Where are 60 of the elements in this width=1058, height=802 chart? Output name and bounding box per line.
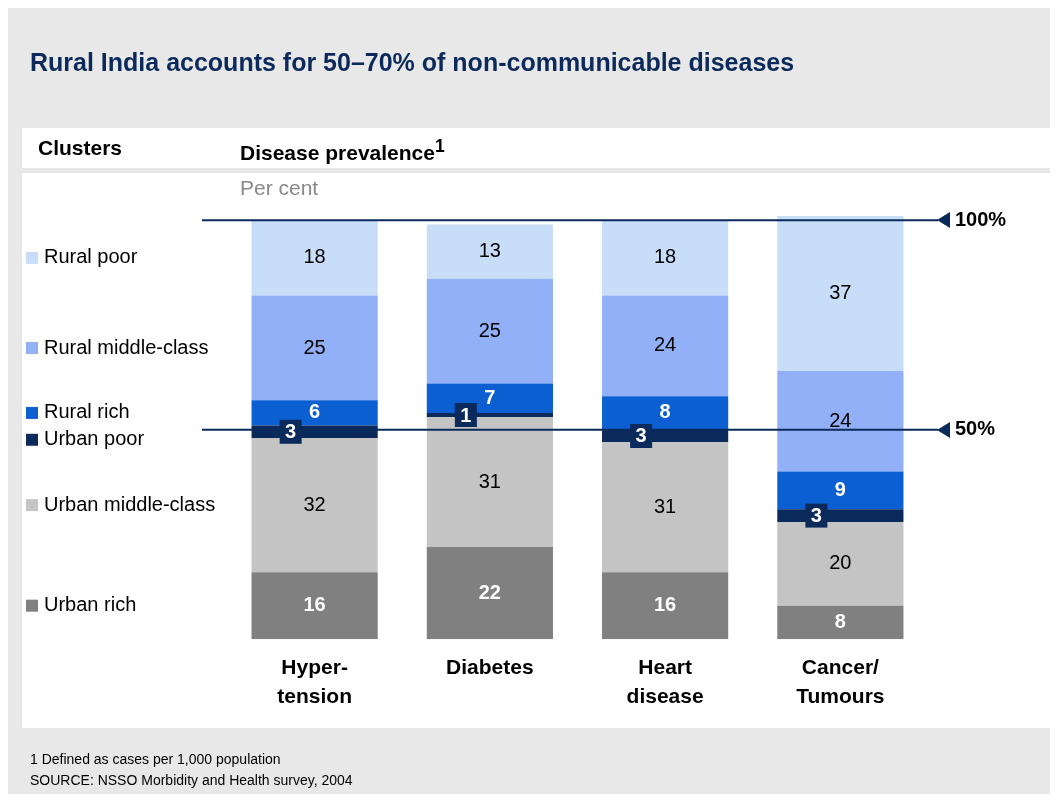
- legend-label: Rural poor: [44, 245, 138, 268]
- bar: [602, 572, 729, 640]
- data-label: 13: [478, 239, 501, 262]
- data-label: 22: [478, 580, 501, 603]
- source-note: SOURCE: NSSO Morbidity and Health survey, 2004: [30, 772, 353, 788]
- data-label: 32: [303, 492, 326, 515]
- x-tick-label: Hyper- tension: [277, 654, 352, 708]
- bar: [426, 224, 553, 279]
- data-label: 31: [478, 469, 501, 492]
- data-label: 3: [635, 424, 647, 447]
- bar: [251, 295, 378, 401]
- data-label: 37: [829, 281, 852, 304]
- data-label: 3: [810, 504, 822, 527]
- bar: [251, 438, 378, 573]
- bar: [777, 605, 904, 640]
- bar: [251, 400, 378, 426]
- data-label: 9: [834, 477, 846, 500]
- data-label: 31: [654, 494, 677, 517]
- bar: [602, 442, 729, 573]
- bar: [602, 396, 729, 430]
- bar: [777, 216, 904, 372]
- data-label: 8: [659, 400, 671, 423]
- data-label: 24: [654, 333, 677, 356]
- x-tick-label: Heart disease: [626, 654, 704, 708]
- bar: [602, 220, 729, 296]
- bar: [426, 278, 553, 384]
- legend-label: Urban middle-class: [44, 492, 216, 515]
- data-label: 3: [285, 420, 297, 443]
- ref-line-label: 100%: [955, 207, 1007, 230]
- chart-title: Rural India accounts for 50–70% of non-communicable diseases: [30, 48, 795, 77]
- legend-label: Rural middle-class: [44, 335, 209, 358]
- data-label: 16: [654, 593, 677, 616]
- bar: [602, 295, 729, 397]
- bar: [777, 371, 904, 472]
- data-label: 20: [829, 551, 852, 574]
- bar: [777, 471, 904, 510]
- ref-line-label: 50%: [955, 417, 996, 440]
- data-label: 8: [834, 609, 846, 632]
- y-axis-title: Disease prevalence$^{1}$: [240, 136, 445, 165]
- bar: [251, 220, 378, 296]
- data-label: 18: [654, 245, 677, 268]
- data-label: 25: [303, 335, 326, 358]
- legend-title: Clusters: [38, 136, 123, 160]
- text: 1 Defined as cases per 1,000 population: [30, 751, 281, 767]
- data-label: 18: [303, 245, 326, 268]
- legend-label: Urban rich: [44, 593, 137, 616]
- data-label: 1: [460, 403, 472, 426]
- x-tick-label: Cancer/ Tumours: [796, 654, 885, 708]
- data-label: 7: [484, 385, 496, 408]
- bar: [251, 572, 378, 640]
- bar: [777, 521, 904, 606]
- legend-label: Rural rich: [44, 400, 130, 423]
- data-label: 6: [309, 400, 321, 423]
- chart-subtitle: Per cent: [240, 176, 319, 200]
- legend-label: Urban poor: [44, 427, 145, 450]
- bar: [426, 547, 553, 640]
- data-label: 16: [303, 593, 326, 616]
- x-tick-label: Diabetes: [446, 654, 534, 678]
- data-label: 25: [478, 318, 501, 341]
- data-label: 24: [829, 408, 852, 431]
